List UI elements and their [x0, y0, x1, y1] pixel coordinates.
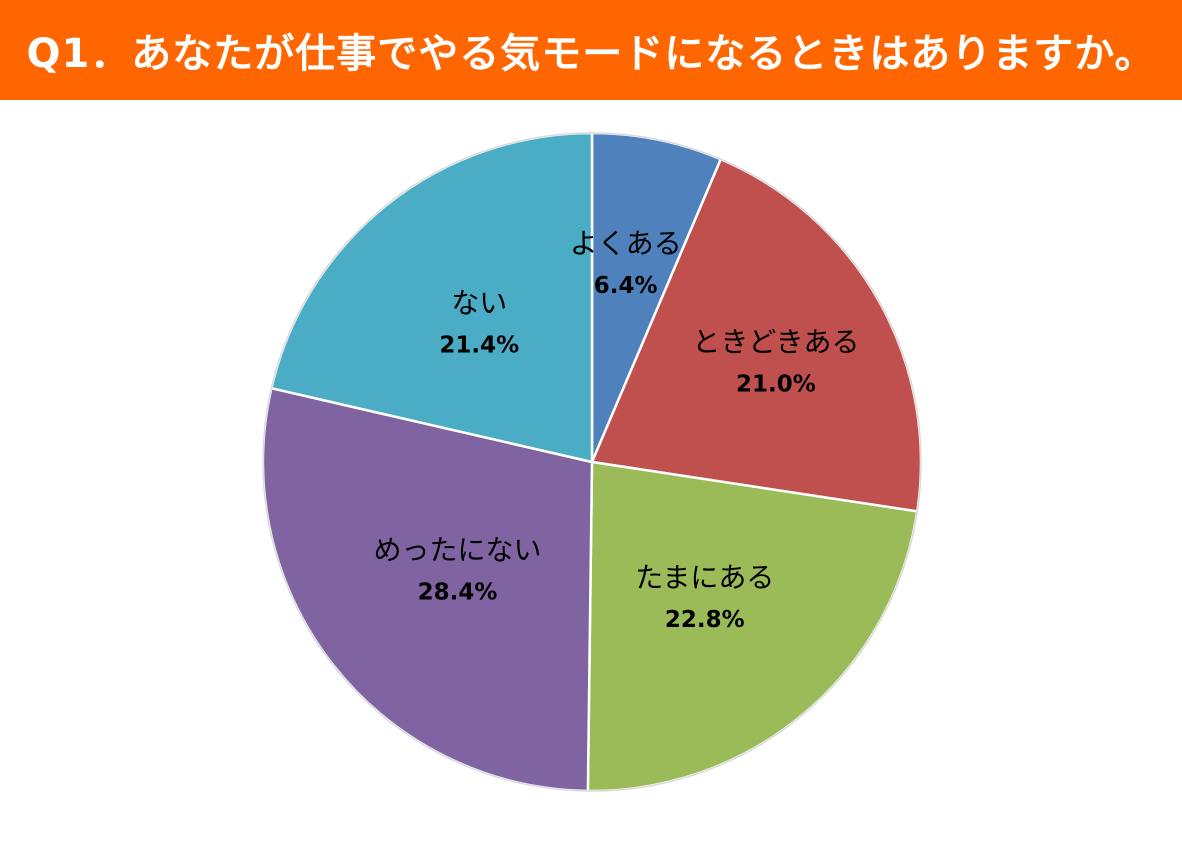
slice-value-label: 28.4%	[418, 580, 498, 606]
pie-chart: よくある 6.4% ときどきある 21.0% たまにある 22.8% めったにない 28.4%…	[261, 131, 923, 793]
slice-label: めったにない	[373, 534, 541, 567]
pie-slice	[586, 460, 919, 793]
chart-title: Q1．あなたが仕事でやる気モードになるときはありますか。	[26, 31, 1156, 77]
slice-label: ときどきある	[692, 325, 859, 358]
slice-value-label: 21.4%	[439, 332, 519, 358]
slice-value-label: 22.8%	[665, 607, 745, 633]
slice-label: たまにある	[635, 561, 774, 594]
slice-value-label: 21.0%	[736, 371, 816, 397]
pie-labels: よくある 6.4% ときどきある 21.0% たまにある 22.8% めったにない 28.4%…	[373, 227, 859, 633]
title-bar: Q1．あなたが仕事でやる気モードになるときはありますか。	[0, 0, 1182, 100]
pie-slices	[261, 131, 923, 793]
chart-area: よくある 6.4% ときどきある 21.0% たまにある 22.8% めったにない 28.4%…	[0, 100, 1182, 862]
pie-outline	[262, 132, 922, 792]
slice-label: ない	[451, 286, 507, 319]
slice-label: よくある	[570, 227, 682, 260]
slice-value-label: 6.4%	[594, 273, 658, 299]
